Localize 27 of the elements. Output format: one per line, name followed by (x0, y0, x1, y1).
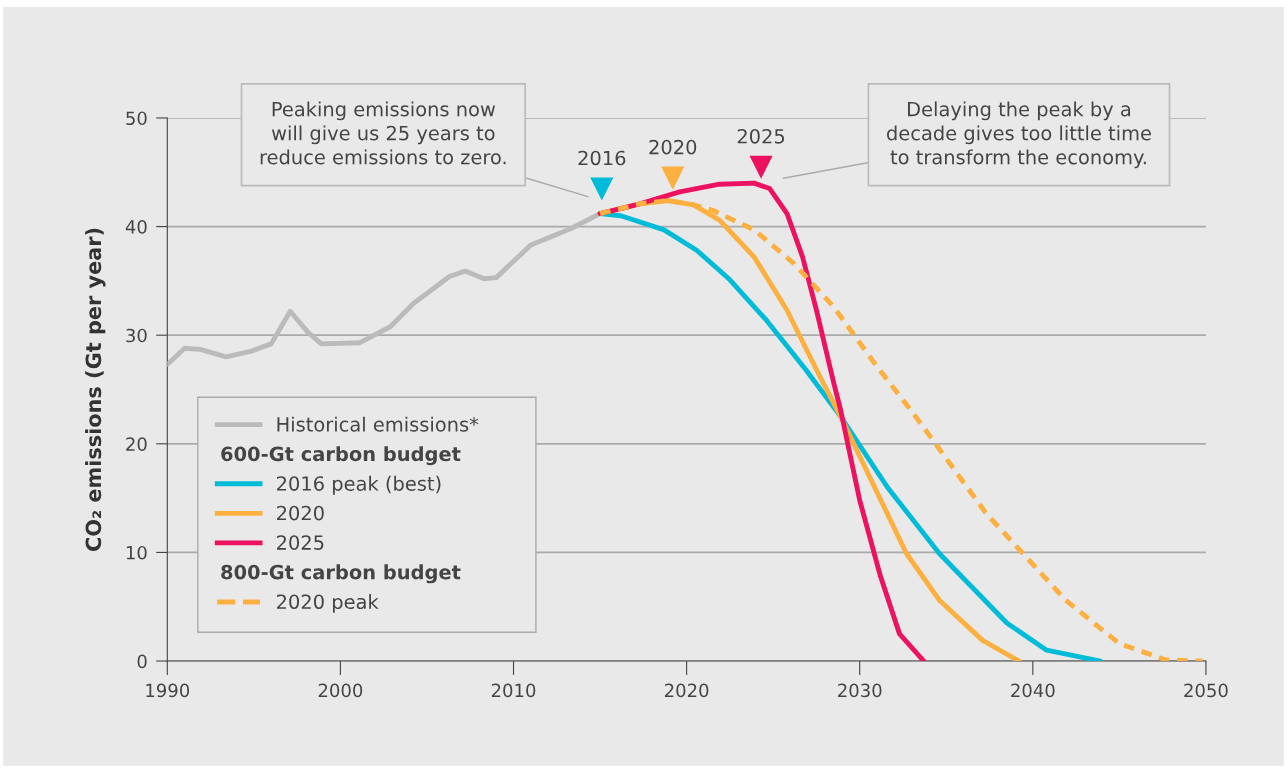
annotation: 2020 (649, 139, 697, 155)
x-tick-label: 2000 (318, 683, 363, 698)
x-tick-label: 1990 (146, 683, 190, 698)
annotation: Delaying the peak by a decade gives too little time to transform the economy. (887, 101, 1151, 169)
line-series (167, 211, 603, 367)
annotation: Peaking emissions now will give us 25 years to reduce emissions to zero. (260, 101, 506, 165)
x-tick-label: 2010 (491, 683, 536, 698)
annotation: 800-Gt carbon budget (221, 564, 461, 584)
x-tick-label: 2020 (664, 683, 709, 698)
x-tick-label: 2030 (838, 683, 882, 698)
x-tick-label: 2040 (1011, 683, 1055, 698)
legend-label: 2016 peak (best) (277, 475, 441, 495)
legend-label: 2020 (277, 505, 324, 521)
y-tick-label: 50 (126, 111, 147, 126)
y-tick-label: 30 (126, 328, 147, 343)
x-tick-label: 2050 (1184, 683, 1228, 698)
y-tick-label: 20 (126, 437, 147, 451)
legend-label: 2020 peak (277, 594, 379, 613)
y-axis-title: CO₂ emissions (Gt per year) (85, 228, 106, 551)
y-tick-label: 10 (126, 545, 147, 560)
legend-label: Historical emissions* (277, 416, 479, 432)
y-tick-label: 40 (125, 220, 147, 234)
annotation: 2025 (737, 128, 785, 144)
annotation: 600-Gt carbon budget (221, 446, 461, 466)
annotation: 2016 (578, 150, 626, 166)
legend-label: 2025 (277, 535, 324, 550)
y-tick-label: 0 (137, 654, 147, 669)
